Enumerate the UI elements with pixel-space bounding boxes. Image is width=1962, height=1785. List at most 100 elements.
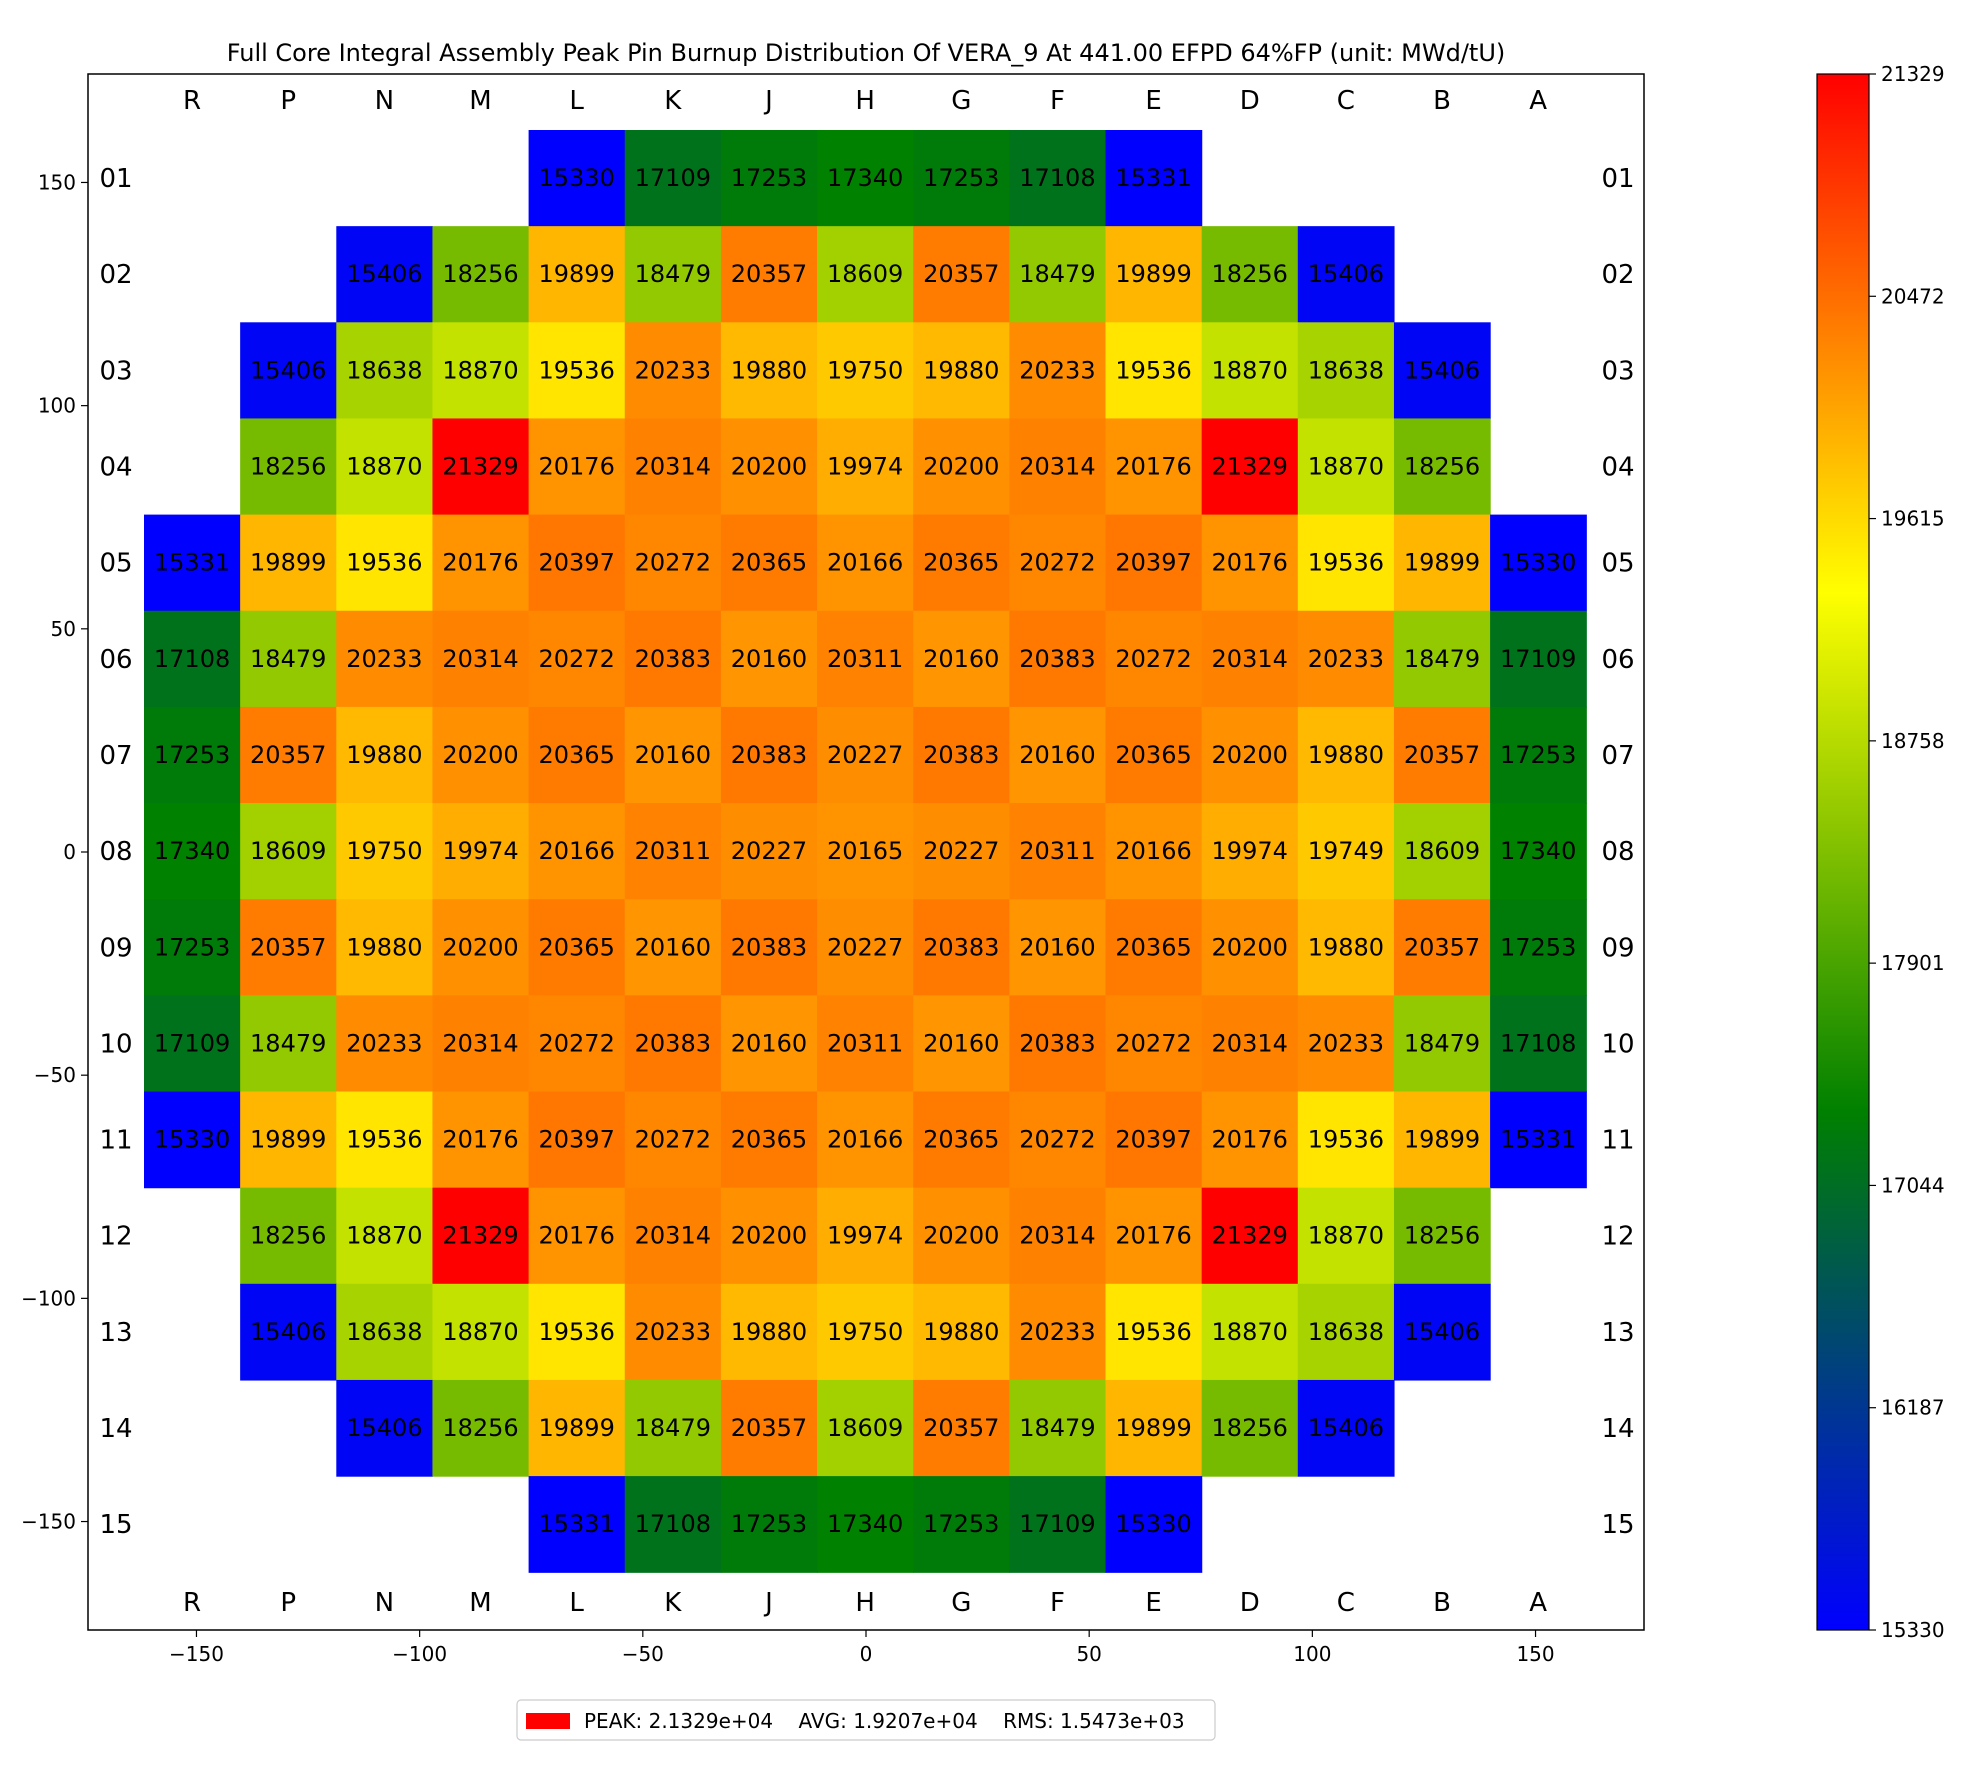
assembly-value: 18870 (442, 356, 518, 384)
colorbar-tick-label: 20472 (1881, 284, 1945, 308)
column-label: P (280, 1588, 296, 1618)
assembly-cell (1490, 899, 1587, 996)
assembly-cell (624, 803, 722, 900)
assembly-cell (1105, 610, 1203, 708)
assembly-cell (240, 899, 337, 996)
row-label: 04 (99, 453, 132, 483)
assembly-cell (240, 995, 337, 1093)
assembly-value: 20314 (1019, 453, 1095, 481)
assembly-cell (1201, 1283, 1299, 1381)
assembly-cell (817, 322, 914, 420)
assembly-cell (817, 1476, 914, 1573)
column-label: R (183, 86, 201, 116)
assembly-value: 20314 (442, 1029, 518, 1057)
assembly-cell (528, 1476, 626, 1573)
assembly-cell (817, 514, 914, 612)
x-tick-label: −150 (169, 1642, 224, 1666)
assembly-value: 18638 (1308, 356, 1384, 384)
assembly-cell (913, 899, 1010, 996)
assembly-value: 19899 (1115, 260, 1191, 288)
assembly-cell (1009, 322, 1107, 420)
assembly-cell (432, 514, 530, 612)
assembly-cell (1105, 803, 1203, 900)
assembly-value: 18479 (635, 260, 711, 288)
assembly-cell (624, 1187, 722, 1285)
assembly-value: 18870 (1212, 1318, 1288, 1346)
assembly-cell (817, 706, 914, 804)
heatmap-cells: 15330 17109 17253 17340 17253 17108 15331 15406… (144, 130, 1587, 1573)
assembly-value: 19899 (250, 1126, 326, 1154)
assembly-cell (432, 1091, 530, 1189)
assembly-cell (336, 899, 434, 996)
assembly-cell (1105, 995, 1203, 1093)
assembly-cell (913, 226, 1010, 323)
assembly-value: 19536 (346, 1126, 422, 1154)
assembly-cell (336, 610, 434, 708)
assembly-value: 19536 (1115, 356, 1191, 384)
assembly-cell (1297, 706, 1395, 804)
column-label: E (1145, 86, 1161, 116)
assembly-cell (336, 322, 434, 420)
assembly-cell (1201, 803, 1299, 900)
assembly-cell (528, 1283, 626, 1381)
assembly-value: 20397 (1115, 1126, 1191, 1154)
assembly-value: 20227 (923, 837, 999, 865)
assembly-cell (624, 1283, 722, 1381)
assembly-value: 20233 (346, 1029, 422, 1057)
column-label: L (569, 86, 584, 116)
assembly-cell (1105, 1283, 1203, 1381)
assembly-cell (1393, 322, 1491, 420)
assembly-value: 19880 (923, 1318, 999, 1346)
row-label: 10 (99, 1029, 132, 1059)
assembly-value: 20397 (538, 1126, 614, 1154)
row-label: 04 (1601, 453, 1634, 483)
assembly-value: 18638 (346, 356, 422, 384)
assembly-value: 21329 (442, 453, 518, 481)
assembly-value: 15330 (1500, 549, 1576, 577)
assembly-value: 15331 (1115, 164, 1191, 192)
assembly-cell (528, 130, 626, 227)
assembly-cell (1393, 610, 1491, 708)
assembly-cell (336, 706, 434, 804)
assembly-cell (1490, 706, 1587, 804)
colorbar-tick-label: 17901 (1881, 951, 1945, 975)
assembly-cell (336, 1187, 434, 1285)
assembly-value: 18256 (442, 1414, 518, 1442)
assembly-cell (1009, 130, 1107, 227)
assembly-cell (1297, 1283, 1395, 1381)
row-label: 15 (99, 1510, 132, 1540)
assembly-cell (1297, 610, 1395, 708)
assembly-value: 20176 (442, 549, 518, 577)
assembly-value: 19536 (1308, 1126, 1384, 1154)
assembly-cell (1297, 322, 1395, 420)
assembly-value: 19899 (250, 549, 326, 577)
assembly-cell (624, 995, 722, 1093)
row-label: 01 (99, 164, 132, 194)
assembly-cell (1009, 418, 1107, 516)
assembly-cell (432, 322, 530, 420)
assembly-value: 18870 (442, 1318, 518, 1346)
assembly-value: 20233 (1019, 356, 1095, 384)
assembly-value: 15406 (250, 356, 326, 384)
row-label: 11 (99, 1126, 132, 1156)
assembly-cell (624, 226, 722, 323)
row-label: 08 (99, 837, 132, 867)
column-labels: R R P P N N M M L L K K J J H H G G F F E E D D C C B B A A (183, 86, 1547, 1618)
assembly-cell (528, 899, 626, 996)
assembly-value: 18256 (1404, 1222, 1480, 1250)
assembly-value: 15330 (154, 1126, 230, 1154)
assembly-cell (720, 1091, 818, 1189)
assembly-value: 20176 (1212, 549, 1288, 577)
assembly-value: 17108 (1019, 164, 1095, 192)
assembly-value: 20200 (731, 1222, 807, 1250)
assembly-value: 15406 (1308, 260, 1384, 288)
assembly-cell (720, 322, 818, 420)
column-label: K (664, 86, 682, 116)
assembly-cell (432, 1187, 530, 1285)
assembly-value: 20160 (731, 645, 807, 673)
assembly-value: 20272 (538, 1029, 614, 1057)
assembly-cell (432, 803, 530, 900)
assembly-cell (1201, 418, 1299, 516)
assembly-cell (1009, 226, 1107, 323)
